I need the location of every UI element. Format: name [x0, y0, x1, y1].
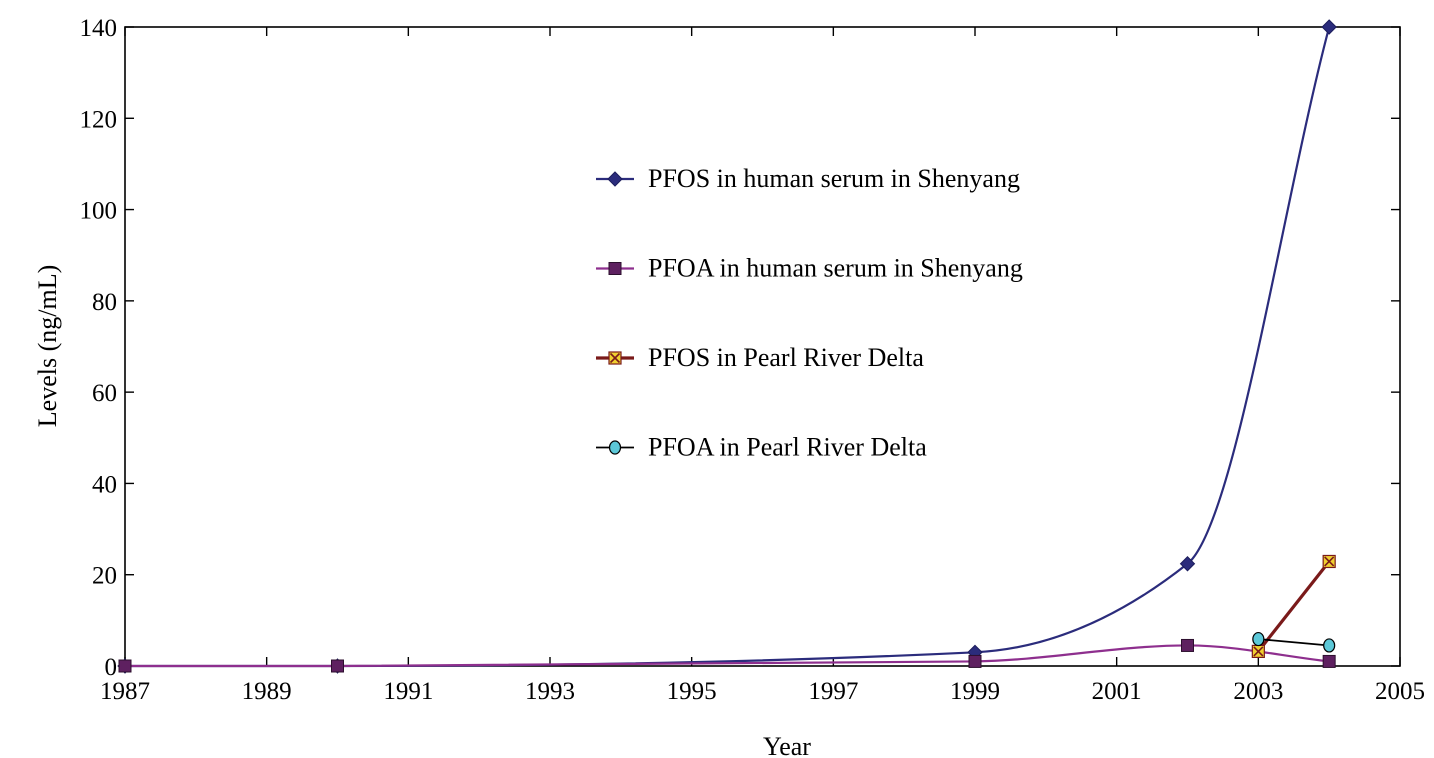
legend-label: PFOA in Pearl River Delta: [648, 433, 927, 462]
series-2: [118, 638, 1336, 673]
y-tick-label: 100: [80, 198, 118, 225]
data-point: [118, 659, 132, 673]
series-line: [124, 644, 1330, 668]
x-axis-title: Year: [763, 732, 811, 758]
x-tick-label: 2001: [1092, 678, 1142, 705]
series-line: [1257, 560, 1331, 653]
legend-item: PFOS in human serum in Shenyang: [596, 164, 1020, 193]
legend-label: PFOA in human serum in Shenyang: [648, 254, 1023, 283]
y-tick-label: 80: [92, 289, 117, 316]
y-axis-title: Levels (ng/mL): [33, 265, 62, 427]
data-point: [1181, 638, 1194, 652]
series-3: [1251, 554, 1336, 658]
x-tick-label: 1999: [950, 678, 1000, 705]
legend-item: PFOA in Pearl River Delta: [596, 433, 927, 462]
data-point: [1322, 554, 1336, 569]
x-tick-label: 1995: [667, 678, 717, 705]
x-tick-label: 1987: [100, 678, 150, 705]
y-tick-label: 0: [105, 654, 118, 681]
data-point: [1321, 19, 1337, 35]
legend-item: PFOS in Pearl River Delta: [596, 343, 924, 372]
x-tick-label: 1997: [808, 678, 858, 705]
y-tick-label: 60: [92, 380, 117, 407]
series-4: [1252, 631, 1336, 653]
x-tick-label: 2005: [1375, 678, 1425, 705]
legend-swatch-marker: [608, 351, 622, 365]
x-tick-label: 1993: [525, 678, 575, 705]
series-line: [1258, 638, 1330, 647]
x-axis-ticks: 1987 1989 1991 1993 1995 1997 1999 2001 2003 2005: [100, 27, 1425, 705]
data-point: [331, 659, 344, 673]
x-tick-label: 2003: [1233, 678, 1283, 705]
legend-label: PFOS in human serum in Shenyang: [648, 164, 1020, 193]
x-tick-label: 1991: [383, 678, 433, 705]
legend: PFOS in human serum in Shenyang PFOA in h…: [596, 164, 1023, 462]
legend-swatch-marker: [608, 440, 622, 455]
data-point: [968, 654, 982, 668]
data-point: [1179, 556, 1196, 572]
y-axis-ticks: 0 20 40 60 80 100 120 140: [80, 15, 1400, 681]
data-point: [1323, 638, 1336, 653]
legend-label: PFOS in Pearl River Delta: [648, 343, 924, 372]
data-point: [1322, 654, 1336, 668]
data-point: [1252, 631, 1265, 647]
series-layer: [117, 19, 1337, 674]
plot-frame: [124, 26, 1401, 667]
legend-swatch-marker: [607, 171, 623, 187]
y-tick-label: 140: [80, 15, 118, 42]
legend-swatch-marker: [608, 262, 622, 275]
data-point: [1251, 644, 1265, 658]
legend-item: PFOA in human serum in Shenyang: [596, 254, 1023, 283]
y-tick-label: 20: [92, 563, 117, 590]
x-tick-label: 1989: [242, 678, 292, 705]
y-tick-label: 120: [80, 106, 118, 133]
y-tick-label: 40: [92, 471, 117, 498]
